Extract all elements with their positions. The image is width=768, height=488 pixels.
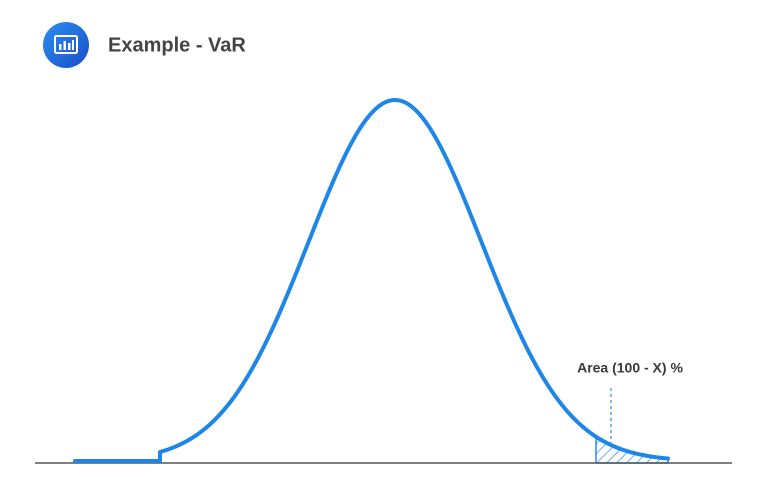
icon-bar — [59, 44, 62, 50]
area-label: Area (100 - X) % — [577, 360, 683, 376]
icon-bar — [72, 40, 74, 50]
normal-curve — [73, 98, 670, 463]
icon-frame — [54, 35, 78, 54]
icon-bar — [68, 43, 71, 50]
header-icon — [43, 22, 89, 68]
icon-bar — [63, 41, 66, 50]
title: Example - VaR — [108, 34, 246, 56]
